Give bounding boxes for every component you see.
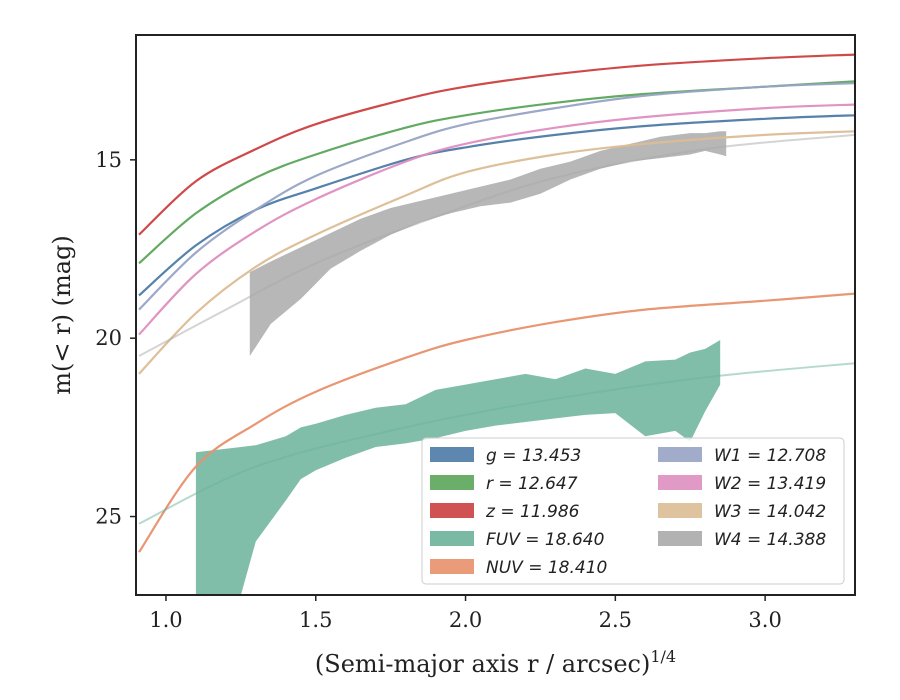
legend: g = 13.453 r = 12.647 z = 11.986 FUV = 18.6… (421, 437, 845, 585)
legend-label-z: z = 11.986 (485, 502, 580, 522)
model-line-fuv (138, 362, 855, 525)
legend-swatch-r (430, 475, 474, 490)
x-tick-label: 1.0 (149, 608, 182, 632)
y-tick-label: 25 (95, 505, 122, 529)
series-line-w2 (138, 103, 855, 336)
x-tick-label: 3.0 (748, 608, 781, 632)
series-line-g (138, 114, 855, 297)
legend-label-w3: W3 = 14.042 (714, 502, 826, 522)
legend-label-w4: W4 = 14.388 (714, 530, 826, 550)
model-line-w4 (138, 133, 855, 357)
legend-swatch-w4 (658, 531, 702, 546)
y-axis-ticks: 15 20 25 (95, 148, 136, 529)
legend-label-g: g = 13.453 (486, 446, 581, 466)
legend-label-fuv: FUV = 18.640 (486, 530, 604, 550)
x-tick-label: 2.0 (449, 608, 482, 632)
series-line-w3 (138, 130, 855, 375)
series-line-w1 (138, 82, 855, 311)
y-tick-label: 20 (95, 326, 122, 350)
x-tick-label: 2.5 (599, 608, 632, 632)
x-tick-label: 1.5 (299, 608, 332, 632)
legend-swatch-w3 (658, 503, 702, 518)
legend-swatch-w1 (658, 447, 702, 462)
series-line-nuv (138, 292, 855, 553)
legend-swatch-z (430, 503, 474, 518)
legend-label-w1: W1 = 12.708 (714, 446, 826, 466)
plot-frame (135, 34, 856, 596)
x-axis-label-exponent: 1/4 (650, 647, 676, 666)
series-band-w4 (249, 131, 727, 356)
plot-area (138, 53, 855, 595)
series-line-z (138, 53, 855, 236)
legend-swatch-fuv (430, 531, 474, 546)
legend-swatch-nuv (430, 559, 474, 574)
legend-label-w2: W2 = 13.419 (714, 474, 826, 494)
y-tick-label: 15 (95, 148, 122, 172)
x-axis-label: (Semi-major axis r / arcsec)1/4 (315, 647, 676, 678)
legend-label-r: r = 12.647 (486, 474, 578, 494)
x-axis-ticks: 1.0 1.5 2.0 2.5 3.0 (149, 595, 782, 632)
legend-swatch-w2 (658, 475, 702, 490)
legend-label-nuv: NUV = 18.410 (486, 558, 607, 578)
legend-box (421, 437, 845, 585)
series-band-fuv (195, 340, 721, 595)
legend-swatch-g (430, 447, 474, 462)
y-axis-label: m(< r) (mag) (48, 235, 76, 394)
